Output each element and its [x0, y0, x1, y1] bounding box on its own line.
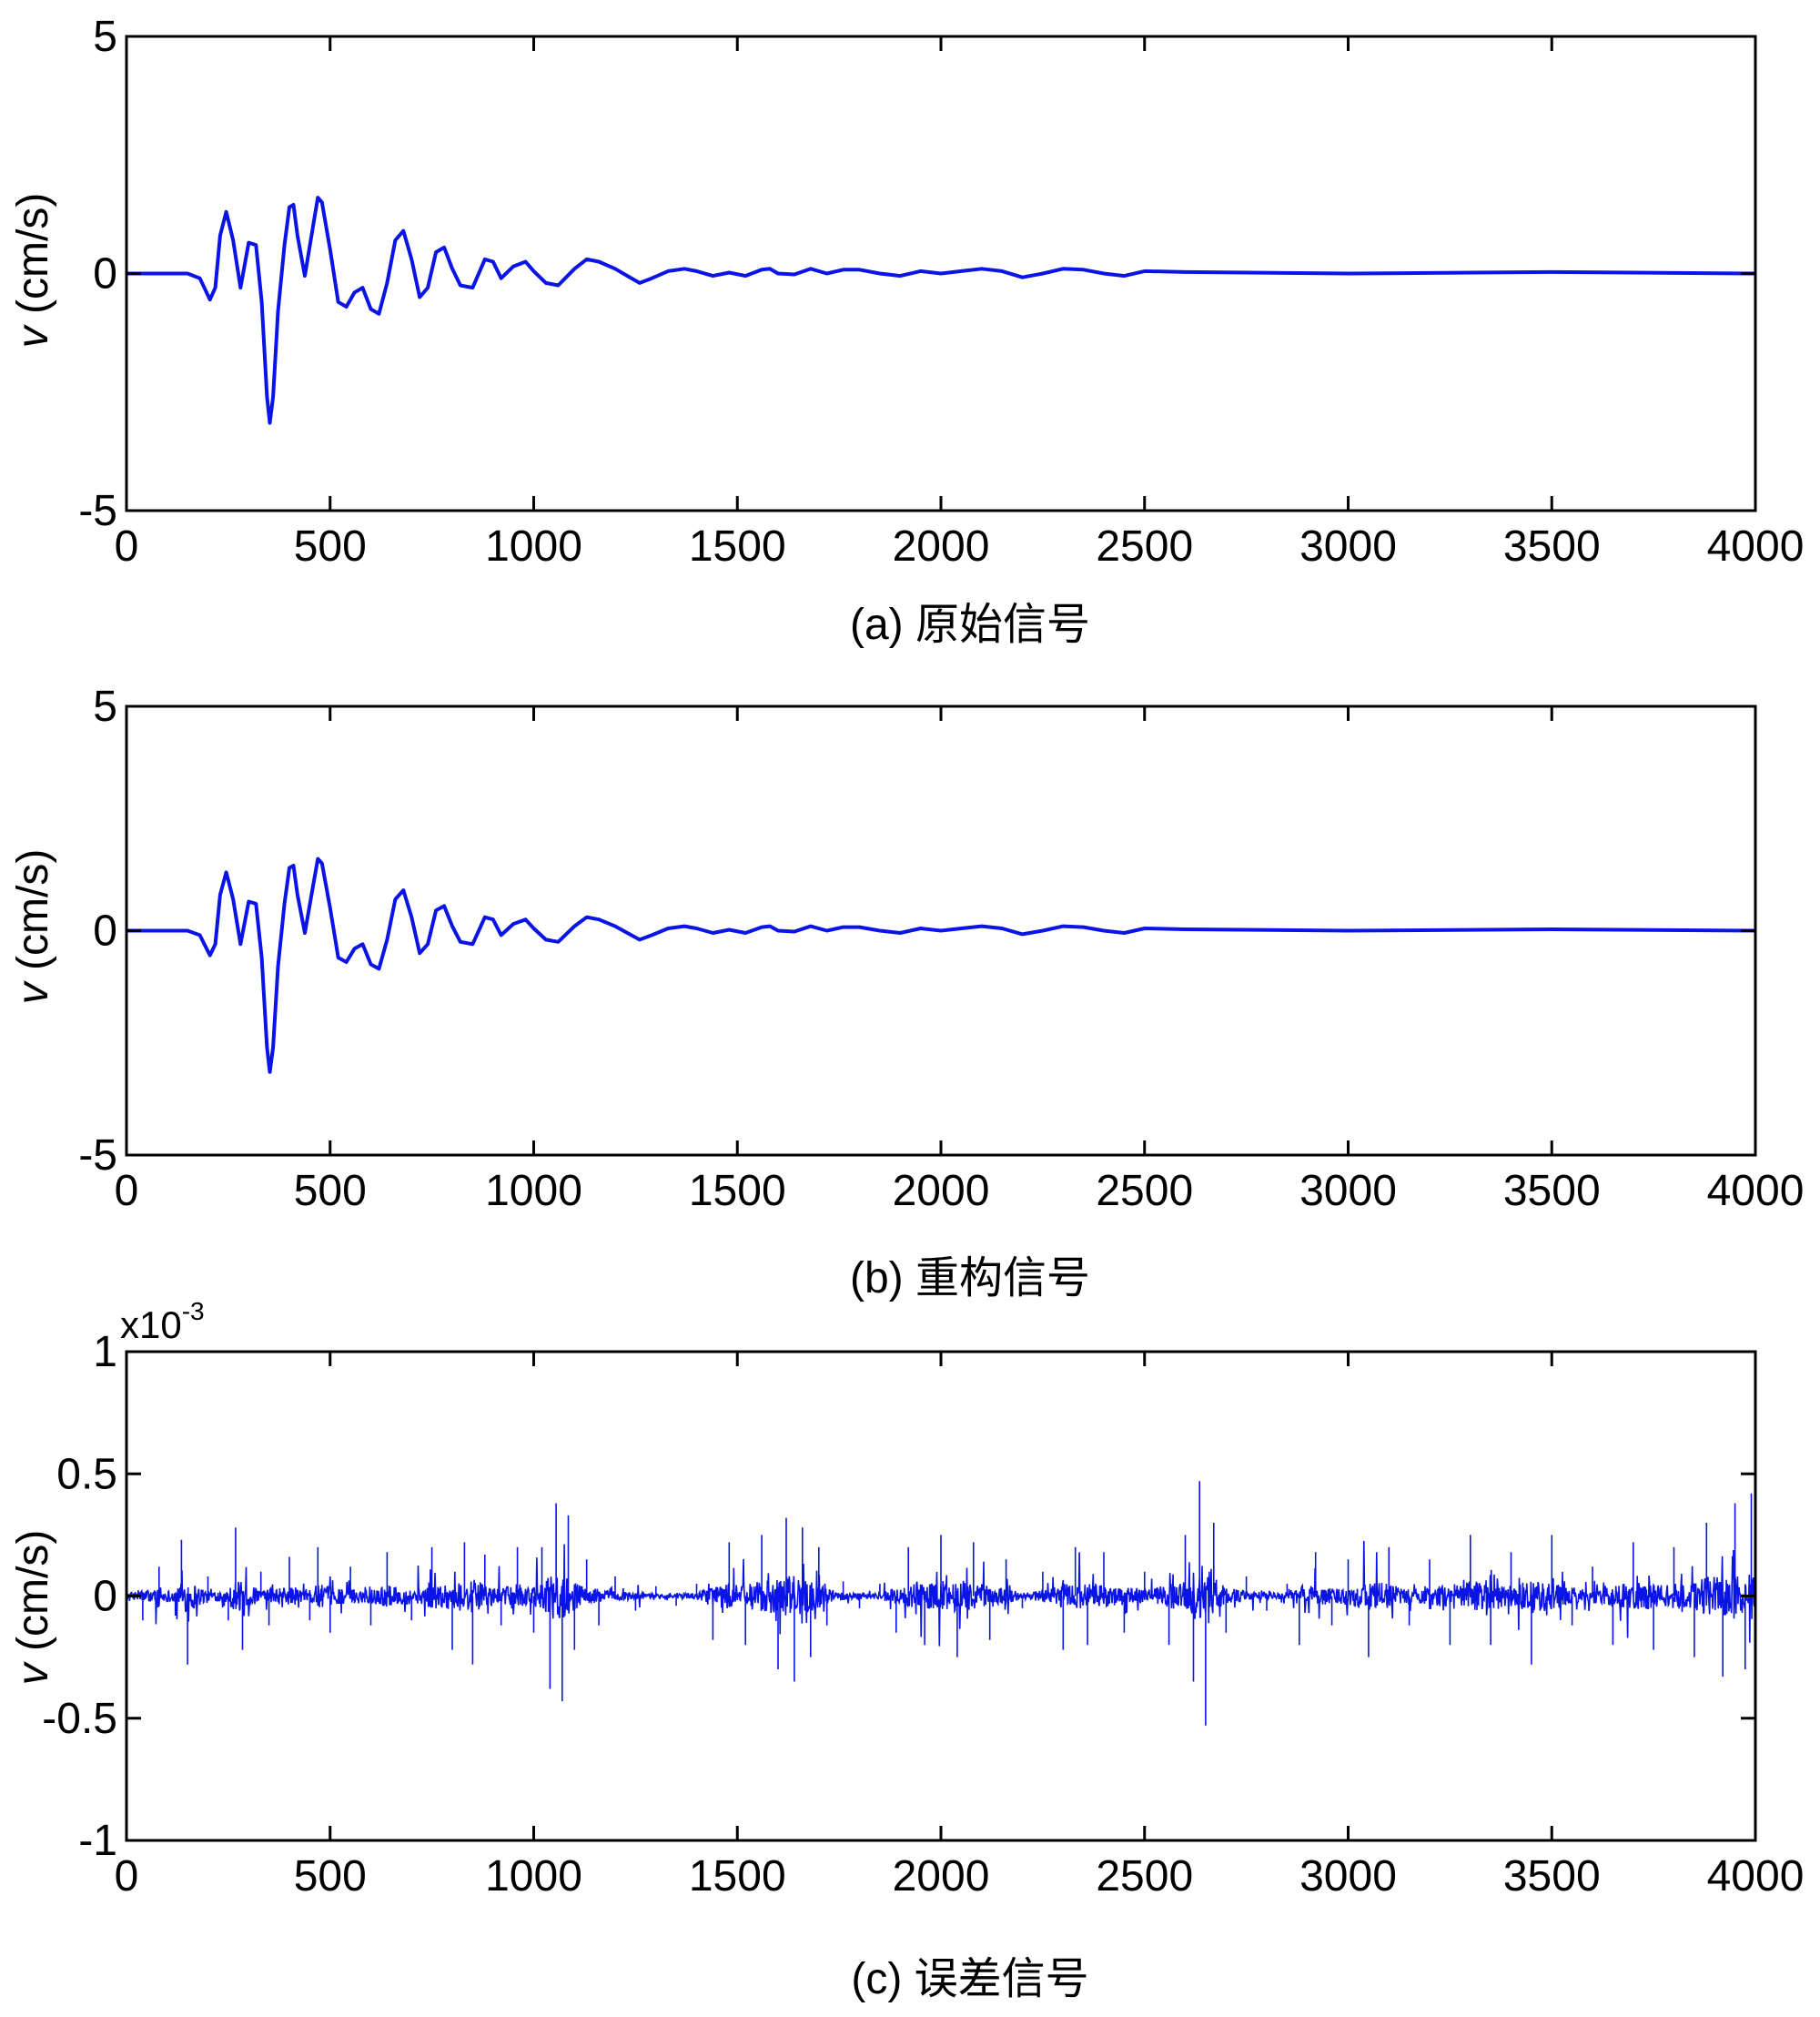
chart-c-y-tick-label: 0 — [93, 1573, 117, 1621]
chart-b-x-tick-label: 0 — [115, 1167, 139, 1215]
chart-c-x-tick-label: 2500 — [1096, 1852, 1193, 1900]
chart-b-x-tick-label: 4000 — [1707, 1167, 1805, 1215]
chart-a-y-axis-label-symbol: v — [9, 323, 57, 348]
chart-b-x-tick-label: 1500 — [689, 1167, 786, 1215]
chart-a-x-tick-label: 1000 — [485, 522, 582, 571]
chart-b-x-tick-label: 2000 — [893, 1167, 990, 1215]
chart-c-y-axis-label-symbol: v — [9, 1660, 57, 1685]
chart-c-series-line — [126, 1481, 1756, 1726]
chart-c-y-tick-label: -1 — [78, 1817, 117, 1865]
chart-panel-c: 0 500 1000 1500 2000 2500 3000 3500 4000 1 0.5 0 -0.… — [9, 1297, 1804, 2003]
chart-c-x-tick-label: 0 — [115, 1852, 139, 1900]
chart-c-plot-area: 0 500 1000 1500 2000 2500 3000 3500 4000 1 0.5 0 -0.… — [42, 1328, 1804, 1900]
chart-a-y-tick-label: 0 — [93, 250, 117, 299]
chart-b-series-line — [126, 856, 1756, 1074]
chart-b-x-tick-label: 3000 — [1299, 1167, 1397, 1215]
chart-c-y-axis-label-unit: (cm/s) — [9, 1530, 57, 1664]
chart-c-x-tick-label: 500 — [294, 1852, 367, 1900]
chart-a-x-tick-label: 2500 — [1096, 522, 1193, 571]
chart-a-series-line — [126, 196, 1756, 425]
chart-a-y-axis-label-unit: (cm/s) — [9, 193, 57, 327]
chart-a-x-tick-label: 3500 — [1503, 522, 1601, 571]
chart-a-y-tick-label: 5 — [93, 13, 117, 61]
chart-c-x-tick-label: 1500 — [689, 1852, 786, 1900]
chart-a-y-tick-label: -5 — [78, 487, 117, 535]
chart-c-y-multiplier-base: x10 — [120, 1303, 182, 1346]
chart-a-caption: (a) 原始信号 — [850, 601, 1090, 649]
chart-b-y-axis-label: v (cm/s) — [9, 849, 57, 1005]
chart-a-x-tick-label: 4000 — [1707, 522, 1805, 571]
chart-a-y-axis-label: v (cm/s) — [9, 193, 57, 349]
chart-c-y-multiplier-exponent: -3 — [182, 1297, 205, 1325]
chart-c-x-tick-label: 1000 — [485, 1852, 582, 1900]
chart-a-x-tick-label: 0 — [115, 522, 139, 571]
chart-b-x-tick-label: 3500 — [1503, 1167, 1601, 1215]
chart-b-caption: (b) 重构信号 — [850, 1254, 1090, 1302]
chart-c-y-multiplier: x10-3 — [120, 1297, 205, 1346]
chart-b-y-tick-label: 5 — [93, 683, 117, 731]
chart-c-caption: (c) 误差信号 — [851, 1955, 1088, 2003]
chart-c-x-tick-label: 3500 — [1503, 1852, 1601, 1900]
chart-b-y-axis-label-unit: (cm/s) — [9, 849, 57, 983]
chart-b-y-axis-label-symbol: v — [9, 979, 57, 1004]
chart-c-x-tick-label: 2000 — [893, 1852, 990, 1900]
chart-b-y-tick-label: 0 — [93, 907, 117, 956]
chart-a-x-tick-label: 3000 — [1299, 522, 1397, 571]
chart-c-y-tick-label: -0.5 — [42, 1695, 117, 1743]
chart-b-y-tick-label: -5 — [78, 1131, 117, 1180]
chart-c-x-tick-label: 4000 — [1707, 1852, 1805, 1900]
chart-c-x-tick-label: 3000 — [1299, 1852, 1397, 1900]
chart-c-y-tick-label: 0.5 — [56, 1450, 117, 1498]
chart-b-x-tick-label: 1000 — [485, 1167, 582, 1215]
chart-a-x-tick-label: 500 — [294, 522, 367, 571]
chart-a-x-tick-label: 2000 — [893, 522, 990, 571]
chart-b-x-tick-label: 2500 — [1096, 1167, 1193, 1215]
chart-c-y-axis-label: v (cm/s) — [9, 1530, 57, 1686]
chart-c-y-tick-label: 1 — [93, 1328, 117, 1376]
chart-a-x-tick-label: 1500 — [689, 522, 786, 571]
chart-b-x-tick-label: 500 — [294, 1167, 367, 1215]
